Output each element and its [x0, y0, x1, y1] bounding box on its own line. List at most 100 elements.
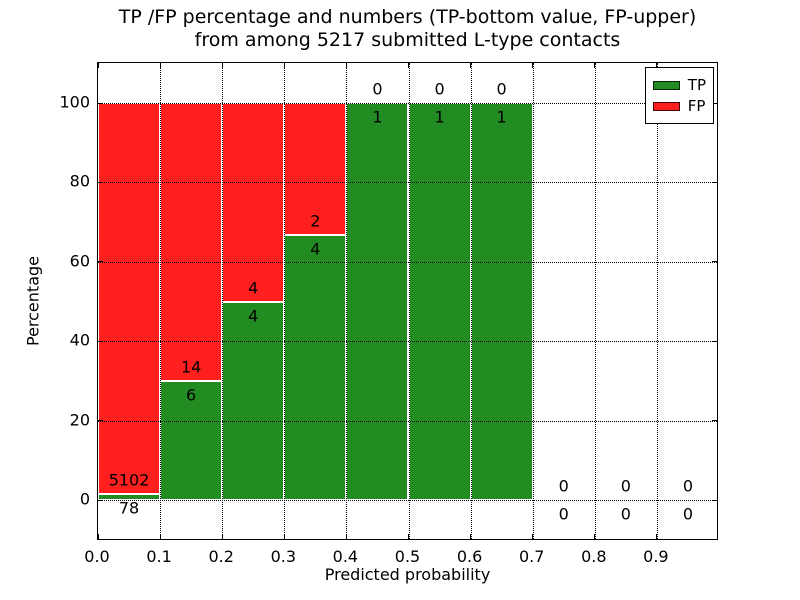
x-axis-tick	[97, 534, 99, 539]
bar-segment-fp	[98, 103, 161, 495]
y-axis-tick	[98, 181, 103, 183]
bar-count-fp: 0	[372, 79, 383, 99]
y-axis-label: Percentage	[23, 255, 43, 347]
y-tick-label: 60	[69, 251, 90, 271]
bar-count-tp: 6	[186, 385, 197, 405]
y-axis-tick	[98, 499, 103, 501]
x-axis-tick	[656, 534, 658, 539]
x-axis-tick	[470, 63, 472, 68]
gridline-vertical	[408, 63, 410, 539]
gridline-vertical	[222, 63, 224, 539]
gridline-vertical	[470, 63, 472, 539]
x-axis-tick	[97, 63, 99, 68]
bar-segment-tp	[222, 301, 285, 500]
bar-count-tp: 0	[682, 504, 694, 524]
x-tick-label: 0.3	[270, 547, 297, 566]
bar-count-tp: 1	[434, 107, 445, 127]
bar-count-fp: 14	[180, 357, 202, 377]
bar-count-tp: 0	[558, 504, 569, 524]
legend-label-fp: FP	[687, 97, 706, 115]
y-tick-label: 80	[69, 171, 90, 191]
bar-count-fp: 0	[434, 79, 445, 99]
x-tick-label: 0.4	[332, 547, 359, 566]
bar-count-tp: 1	[496, 107, 507, 127]
x-axis-tick	[221, 534, 223, 539]
gridline-horizontal	[98, 500, 717, 501]
gridline-horizontal	[98, 420, 717, 422]
x-tick-label: 0.5	[394, 547, 421, 566]
x-tick-label: 0.9	[643, 547, 669, 566]
gridline-horizontal	[98, 103, 717, 104]
bar-count-fp: 2	[310, 211, 321, 231]
y-axis-tick	[712, 102, 717, 104]
x-axis-tick	[283, 534, 285, 539]
bar-count-tp: 4	[310, 239, 321, 259]
x-tick-label: 0.6	[456, 547, 483, 566]
y-axis-tick	[712, 261, 717, 263]
bar-count-fp: 0	[682, 476, 694, 496]
bar-count-tp: 78	[118, 498, 140, 518]
x-tick-label: 0.2	[208, 547, 234, 566]
y-tick-label: 100	[59, 92, 90, 112]
bar-count-fp: 0	[558, 476, 569, 496]
gridline-vertical	[160, 63, 162, 539]
bar-segment-tp	[470, 103, 533, 500]
legend-entry-fp: FP	[652, 97, 706, 115]
chart-title-line1: TP /FP percentage and numbers (TP-bottom…	[118, 6, 697, 28]
x-axis-tick	[221, 63, 223, 68]
tp-color-swatch	[652, 80, 680, 90]
bar-segment-tp	[160, 380, 223, 500]
x-axis-tick	[283, 63, 285, 68]
y-axis-tick	[712, 420, 717, 422]
fp-color-swatch	[652, 101, 680, 111]
y-tick-label: 0	[79, 489, 90, 509]
bar-count-fp: 0	[620, 476, 631, 496]
x-axis-tick	[532, 63, 534, 68]
bar-segment-tp	[98, 494, 161, 500]
gridline-horizontal	[98, 341, 717, 343]
x-axis-tick	[594, 534, 596, 539]
y-axis-tick	[712, 499, 717, 501]
x-axis-tick	[159, 63, 161, 68]
bar-count-fp: 4	[248, 278, 259, 297]
y-axis-tick	[98, 261, 103, 263]
y-axis-tick	[712, 181, 717, 183]
y-axis-tick	[712, 340, 717, 342]
legend-label-tp: TP	[687, 76, 706, 94]
chart-title-line2: from among 5217 submitted L-type contact…	[194, 29, 621, 51]
bar-count-fp: 0	[496, 79, 507, 99]
bar-segment-fp	[222, 103, 285, 302]
legend: TP FP	[644, 67, 714, 124]
x-tick-label: 0.7	[518, 547, 545, 566]
x-axis-tick	[408, 534, 409, 539]
x-axis-tick	[345, 534, 347, 539]
x-tick-label: 0.0	[84, 547, 110, 566]
bar-count-fp: 5102	[108, 470, 150, 490]
y-tick-label: 20	[69, 410, 90, 430]
bar-count-tp: 4	[248, 306, 259, 325]
gridline-vertical	[594, 63, 596, 539]
y-axis-tick	[98, 420, 103, 422]
gridline-vertical	[532, 63, 534, 539]
x-axis-tick	[594, 63, 596, 68]
x-axis-tick	[532, 534, 534, 539]
x-axis-tick	[345, 63, 347, 68]
plot-area: TP FP 5102 78 14 6 4 4 2 4 0 1 0 1 0 1 0 0 0 0 0 0	[97, 62, 718, 540]
bar-segment-tp	[408, 103, 471, 500]
bar-segment-fp	[160, 103, 223, 381]
bar-count-tp: 0	[620, 504, 631, 524]
bar-count-tp: 1	[372, 107, 383, 127]
x-axis-label: Predicted probability	[324, 565, 491, 584]
gridline-horizontal	[98, 182, 717, 184]
gridline-vertical	[656, 63, 658, 539]
x-tick-label: 0.1	[146, 547, 172, 566]
x-axis-tick	[159, 534, 161, 539]
gridline-horizontal	[98, 261, 717, 263]
gridline-vertical	[346, 63, 348, 539]
y-axis-tick	[98, 102, 103, 104]
bar-segment-tp	[284, 235, 347, 500]
x-axis-tick	[656, 63, 658, 68]
bar-segment-tp	[346, 103, 409, 500]
x-axis-tick	[470, 534, 472, 539]
